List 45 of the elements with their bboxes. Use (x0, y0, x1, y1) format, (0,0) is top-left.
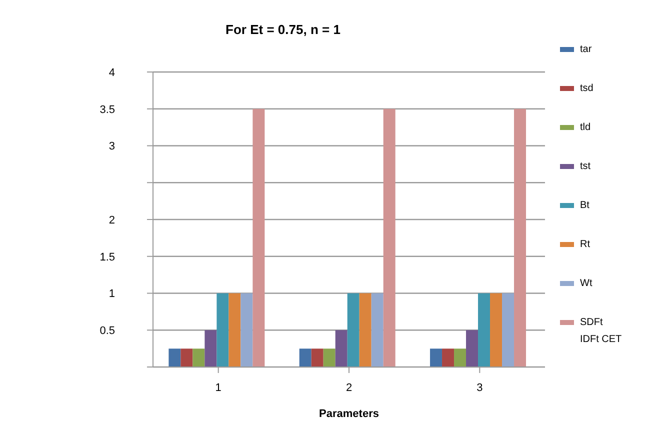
legend-label: Wt (580, 278, 592, 289)
bar (180, 348, 193, 367)
legend-label: tsd (580, 83, 594, 94)
y-tick-label: 1.5 (100, 251, 115, 264)
bar (359, 293, 372, 367)
bar (240, 293, 253, 367)
bar (335, 330, 348, 367)
bar (216, 293, 229, 367)
bar (383, 108, 396, 367)
legend-label: Rt (580, 239, 590, 250)
legend-label: tld (580, 122, 591, 133)
bar (311, 348, 324, 367)
x-tick-label: 3 (476, 382, 483, 394)
bar (252, 108, 265, 367)
y-tick-label: 3 (108, 140, 115, 153)
legend-label: tst (580, 161, 591, 172)
bar (371, 293, 384, 367)
x-tick-label: 1 (215, 382, 222, 394)
bar (204, 330, 217, 367)
bar (490, 293, 502, 367)
y-tick-label: 4 (108, 66, 115, 79)
bar (228, 293, 241, 367)
bar (478, 293, 490, 367)
bar (514, 108, 526, 367)
bar (466, 330, 478, 367)
x-tick-label: 2 (346, 382, 352, 394)
x-axis-title: Parameters (318, 408, 380, 420)
bar (442, 348, 454, 367)
y-tick-label: 0.5 (100, 325, 115, 338)
legend-label: SDFt (580, 317, 603, 328)
bar (347, 293, 360, 367)
y-tick-label: 3.5 (100, 104, 115, 116)
chart-title: For Et = 0.75, n = 1 (224, 22, 342, 37)
bar (430, 348, 442, 367)
legend-label: tar (580, 44, 592, 55)
bar (502, 293, 514, 367)
bar (192, 348, 205, 367)
y-tick-label: 2 (108, 214, 115, 226)
text: IDFt CET (580, 334, 622, 345)
y-tick-label: 1 (108, 288, 115, 300)
legend-label: Bt (580, 200, 590, 211)
bar (323, 348, 336, 367)
bar (168, 348, 181, 367)
bar (454, 348, 466, 367)
bar (299, 348, 312, 367)
